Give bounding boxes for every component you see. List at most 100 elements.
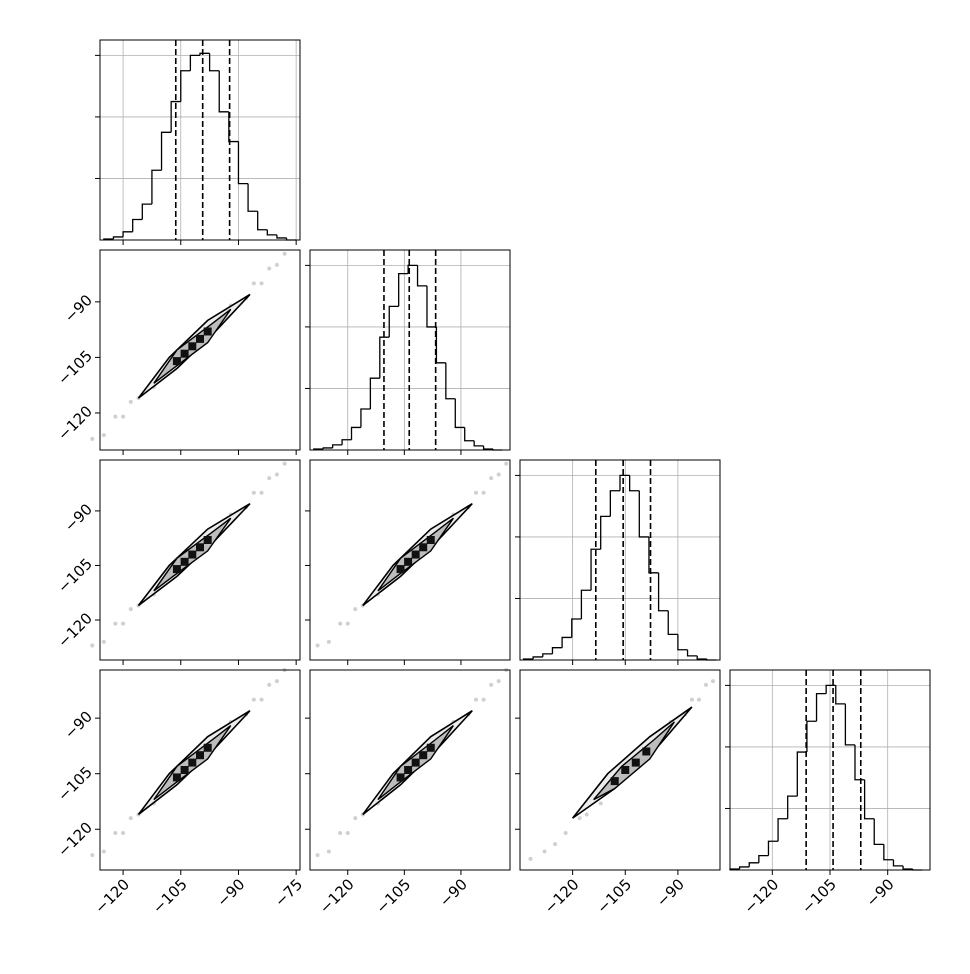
sample-point [481, 490, 486, 495]
density-peak [172, 773, 181, 782]
hist-step [199, 52, 210, 56]
sample-point [696, 697, 701, 702]
sample-point [282, 251, 287, 256]
sample-point [345, 621, 350, 626]
density-peak [404, 766, 413, 774]
sample-point [101, 433, 106, 438]
density-peak [426, 536, 435, 544]
hist-step [767, 840, 779, 856]
hist-step [628, 475, 640, 492]
density-peak [203, 327, 212, 336]
density-peak [188, 758, 197, 767]
hist-step [407, 264, 418, 274]
hist-step [883, 844, 894, 861]
hist-step [902, 865, 913, 870]
sample-point [326, 639, 331, 644]
hist-step [748, 862, 759, 867]
y-tick-label: −90 [61, 291, 96, 326]
x-tick-label: −90 [653, 875, 688, 910]
x-tick-label: −75 [271, 875, 306, 910]
x-tick-label: −105 [798, 875, 840, 917]
hist-step [180, 70, 191, 102]
hist-step [208, 53, 220, 72]
sample-point [259, 490, 264, 495]
hist-step [609, 490, 620, 517]
sample-point [353, 607, 358, 612]
hist-step [482, 445, 494, 450]
x-tick-label: −120 [316, 875, 358, 917]
hist-step [835, 685, 846, 705]
x-tick-label: −90 [213, 875, 248, 910]
y-tick-label: −90 [61, 500, 96, 535]
sample-point [326, 849, 331, 854]
sample-point [101, 639, 106, 644]
hist-step [331, 444, 343, 448]
sample-point [128, 816, 133, 821]
sample-point [353, 816, 358, 821]
hist-step [247, 183, 258, 212]
density-peak [196, 334, 204, 343]
y-tick-label: −120 [54, 402, 96, 444]
sample-point [101, 849, 106, 854]
panel-frame [99, 669, 301, 871]
hist-step [464, 427, 475, 442]
sample-point [496, 472, 501, 477]
hist-step [600, 515, 611, 550]
sample-point [338, 830, 343, 835]
sample-point [90, 436, 95, 441]
panel-frame [99, 459, 301, 661]
hist-step [863, 779, 875, 820]
hist-step [454, 398, 465, 429]
x-tick-label: −105 [372, 875, 414, 917]
hist-step [218, 70, 229, 113]
sample-point [553, 842, 558, 847]
hist-step [237, 141, 249, 185]
hist-step [122, 231, 133, 237]
sample-point [489, 476, 494, 481]
density-peak [180, 349, 189, 358]
sample-point [251, 490, 256, 495]
sample-point [504, 461, 509, 466]
y-tick-label: −120 [54, 609, 96, 651]
hist-step [844, 703, 855, 746]
sample-point [267, 682, 272, 687]
y-tick-label: −90 [61, 707, 96, 742]
hist-step [648, 536, 659, 574]
hist-step [787, 795, 798, 819]
density-peak [411, 758, 420, 767]
panel-frame [729, 669, 931, 871]
hist-step [854, 744, 865, 781]
hist-step [388, 305, 399, 338]
hist-step [170, 100, 181, 133]
sample-point [345, 830, 350, 835]
panel-frame [309, 669, 511, 871]
density-peak [396, 565, 405, 574]
density-peak [610, 777, 619, 786]
hist-step [276, 234, 287, 239]
density-peak [419, 751, 428, 760]
y-tick-label: −105 [54, 763, 96, 805]
x-tick-label: −120 [740, 875, 782, 917]
sample-point [542, 849, 547, 854]
density-peak [188, 550, 197, 559]
hist-step [426, 285, 437, 328]
hist-step [350, 426, 361, 440]
sample-point [489, 682, 494, 687]
density-peak [196, 543, 204, 552]
density-peak [203, 536, 212, 544]
sample-point [251, 281, 256, 286]
sample-point [563, 830, 568, 835]
x-tick-label: −105 [593, 875, 635, 917]
hist-step [435, 326, 446, 364]
panel-frame [309, 249, 511, 451]
sample-point [128, 607, 133, 612]
hist-step [551, 647, 563, 654]
hist-step [341, 439, 352, 445]
hist-step [132, 218, 143, 232]
hist-step [677, 634, 688, 651]
hist-step [398, 272, 409, 307]
density-peak [404, 557, 413, 566]
sample-point [274, 262, 279, 267]
hist-step [619, 474, 630, 491]
